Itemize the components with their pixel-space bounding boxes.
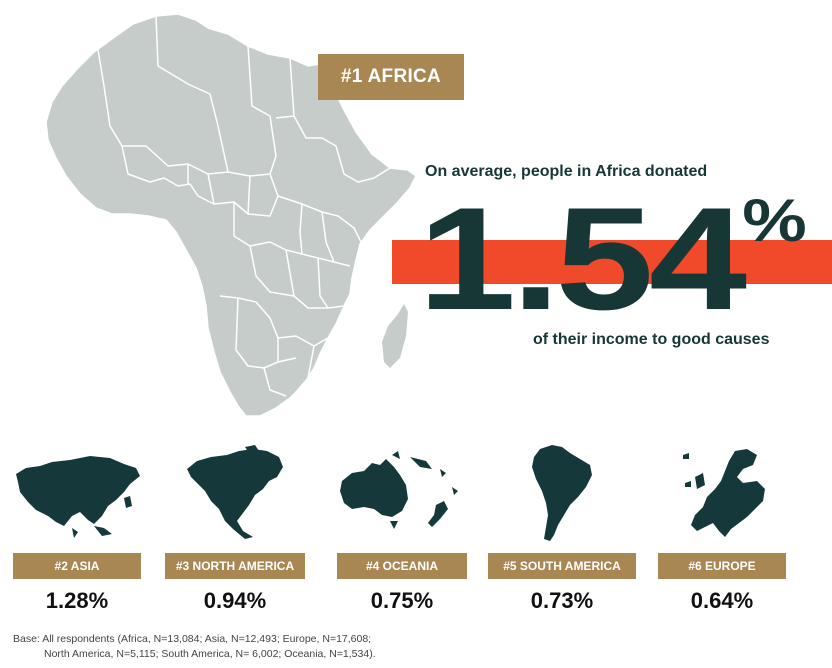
europe-map-icon	[683, 449, 765, 537]
region-north-america: #3 NORTH AMERICA 0.94%	[158, 443, 312, 614]
headline-intro: On average, people in Africa donated	[425, 163, 708, 180]
highlight-bar	[392, 240, 832, 284]
region-europe: #6 EUROPE 0.64%	[645, 443, 799, 614]
rank-value-oceania: 0.75%	[370, 588, 434, 613]
top-rank-badge: #1 AFRICA	[318, 54, 464, 100]
north-america-map-icon	[187, 445, 283, 539]
rank-value-south-america: 0.73%	[530, 588, 594, 613]
rank-label-south-america: #5 SOUTH AMERICA	[488, 553, 636, 579]
region-oceania: #4 OCEANIA 0.75%	[325, 443, 479, 614]
rank-value-asia: 1.28%	[45, 588, 109, 613]
region-south-america: #5 SOUTH AMERICA 0.73%	[485, 443, 639, 614]
south-america-map-icon	[532, 445, 592, 541]
oceania-map-icon	[340, 451, 458, 529]
africa-map	[45, 13, 417, 417]
rank-value-europe: 0.64%	[690, 588, 754, 613]
rank-label-asia: #2 ASIA	[13, 553, 141, 579]
footnote-line-2: North America, N=5,115; South America, N…	[44, 648, 376, 660]
headline-value: 1.54%	[418, 177, 805, 340]
headline-outro: of their income to good causes	[533, 331, 770, 348]
footnote-line-1: Base: All respondents (Africa, N=13,084;…	[13, 633, 372, 645]
asia-map-icon	[16, 456, 140, 538]
region-asia: #2 ASIA 1.28%	[0, 443, 154, 614]
rank-label-europe: #6 EUROPE	[658, 553, 786, 579]
rank-label-oceania: #4 OCEANIA	[337, 553, 467, 579]
footnote: Base: All respondents (Africa, N=13,084;…	[13, 632, 376, 662]
rank-value-north-america: 0.94%	[203, 588, 267, 613]
rank-label-north-america: #3 NORTH AMERICA	[165, 553, 305, 579]
